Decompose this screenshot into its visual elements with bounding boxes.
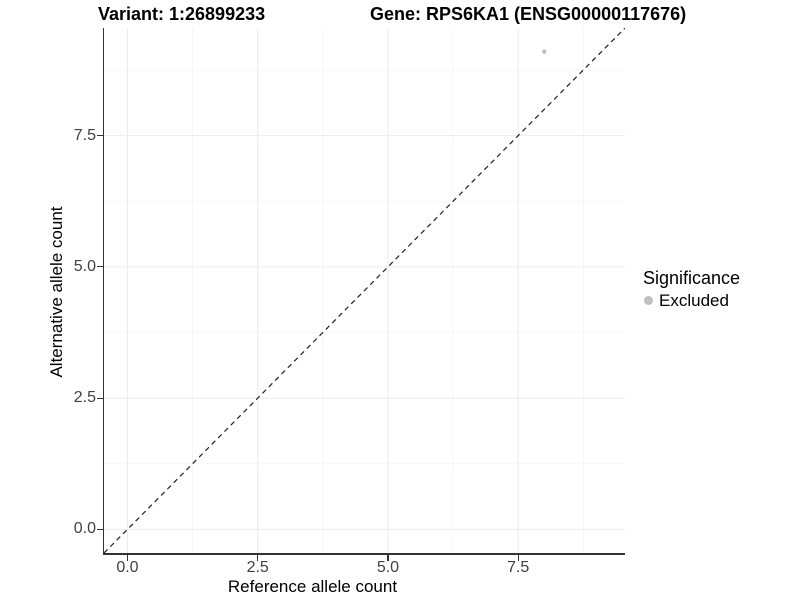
x-tick-label: 2.5 bbox=[246, 559, 269, 576]
y-axis-title: Alternative allele count bbox=[47, 206, 66, 378]
x-tick-mark bbox=[257, 554, 259, 561]
legend-title: Significance bbox=[643, 268, 741, 288]
excluded-point-icon bbox=[644, 296, 653, 305]
legend-entry-excluded: Excluded bbox=[643, 291, 740, 310]
x-axis-line bbox=[102, 553, 625, 555]
y-axis-line bbox=[102, 28, 104, 555]
data-point-excluded bbox=[542, 49, 547, 54]
variant-title: Variant: 1:26899233 bbox=[98, 4, 266, 24]
legend-entry-label: Excluded bbox=[659, 291, 729, 310]
x-tick-mark bbox=[126, 554, 129, 561]
y-tick-mark bbox=[96, 135, 103, 137]
plot-panel-canvas bbox=[104, 28, 625, 553]
y-tick-label: 7.5 bbox=[73, 126, 96, 144]
y-tick-mark bbox=[96, 397, 103, 399]
x-tick-label: 0.0 bbox=[116, 559, 139, 576]
x-tick-mark bbox=[517, 554, 519, 561]
legend: Significance Excluded bbox=[643, 268, 740, 310]
identity-dashed-line bbox=[104, 28, 625, 553]
x-tick-label: 7.5 bbox=[507, 559, 530, 576]
y-tick-label: 0.0 bbox=[73, 520, 96, 538]
x-tick-label: 5.0 bbox=[376, 559, 400, 576]
plot-panel bbox=[104, 28, 625, 553]
y-tick-mark bbox=[96, 266, 103, 268]
y-tick-label: 2.5 bbox=[73, 389, 96, 407]
x-tick-mark bbox=[387, 554, 389, 561]
y-tick-mark bbox=[96, 528, 103, 530]
gene-title: Gene: RPS6KA1 (ENSG00000117676) bbox=[370, 4, 687, 24]
y-tick-label: 5.0 bbox=[73, 257, 96, 275]
x-axis-title: Reference allele count bbox=[227, 577, 398, 596]
